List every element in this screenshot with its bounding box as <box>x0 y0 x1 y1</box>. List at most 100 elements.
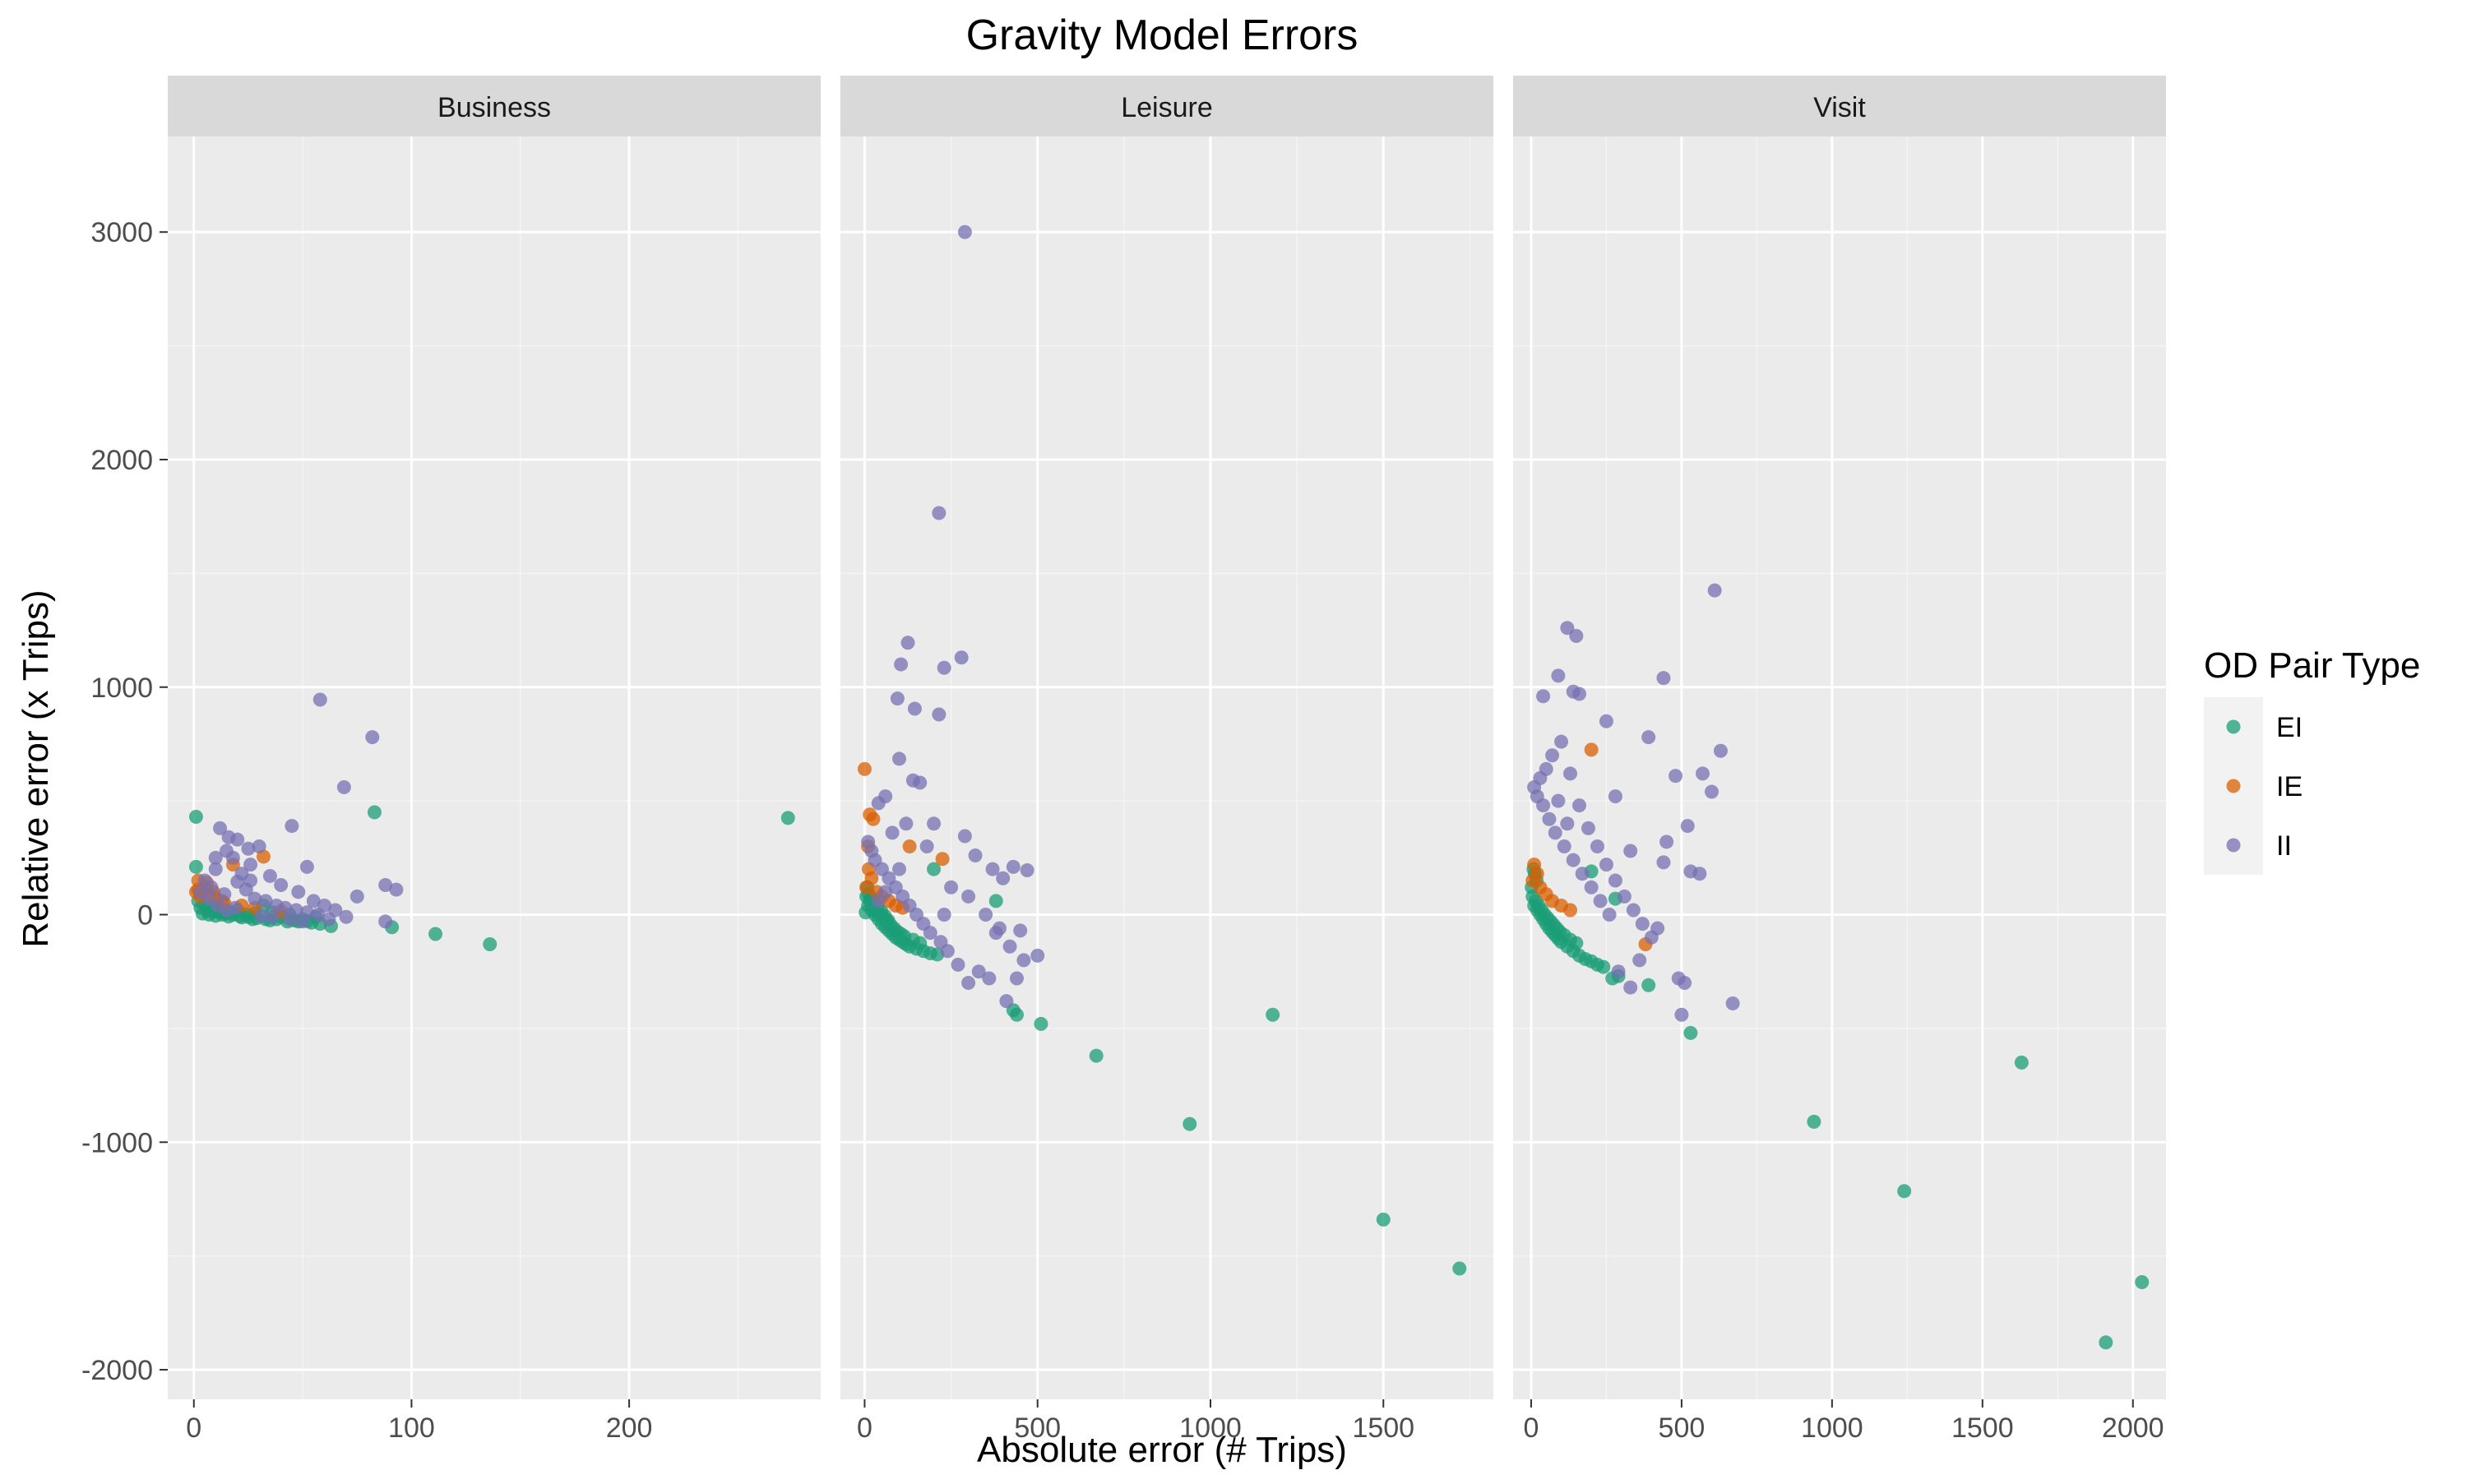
point-ii <box>1551 793 1566 808</box>
point-ii <box>1545 748 1560 763</box>
point-ii <box>1656 671 1671 686</box>
y-tick-label: 3000 <box>90 217 153 248</box>
point-ei <box>859 905 873 920</box>
point-ei <box>881 913 896 927</box>
point-ii <box>1602 908 1617 922</box>
point-ii <box>861 834 876 849</box>
point-ii <box>982 971 997 986</box>
point-ii <box>243 858 258 872</box>
point-ii <box>291 885 306 899</box>
point-ii <box>932 707 947 722</box>
point-ii <box>971 964 986 979</box>
point-ei <box>2099 1335 2113 1350</box>
point-ii <box>1608 789 1622 804</box>
x-tick-label: 500 <box>1659 1412 1706 1444</box>
point-ii <box>957 224 972 239</box>
point-ii <box>1560 621 1575 636</box>
point-ii <box>1581 821 1595 835</box>
point-ii <box>1680 819 1695 834</box>
x-tick-label: 1500 <box>1951 1412 2014 1444</box>
point-ii <box>258 894 273 908</box>
point-ii <box>890 691 905 706</box>
point-ii <box>968 848 983 863</box>
legend-key-point <box>2226 719 2241 734</box>
point-ii <box>1569 628 1584 643</box>
legend-label: EI <box>2276 712 2303 743</box>
point-ei <box>913 936 928 950</box>
point-ii <box>1560 816 1575 831</box>
point-ii <box>1623 980 1638 995</box>
point-ii <box>944 880 959 895</box>
panel-background <box>1513 136 2166 1399</box>
facet-strip <box>840 76 1493 136</box>
point-ei <box>1596 959 1611 974</box>
point-ei <box>1034 1016 1048 1031</box>
point-ei <box>988 894 1003 908</box>
data-points <box>857 224 1467 1276</box>
point-ie <box>935 852 950 867</box>
point-ii <box>919 839 934 853</box>
point-ii <box>937 660 951 675</box>
legend-title: OD Pair Type <box>2204 645 2420 686</box>
point-ii <box>1674 1007 1689 1022</box>
chart-title: Gravity Model Errors <box>966 12 1358 59</box>
point-ii <box>378 914 393 929</box>
point-ii <box>208 850 223 865</box>
point-ei <box>428 927 443 941</box>
facet-strip-label: Business <box>437 92 551 123</box>
point-ii <box>254 908 269 923</box>
point-ii <box>891 751 906 766</box>
point-ii <box>985 862 1000 876</box>
point-ii <box>1659 834 1674 849</box>
facet-panels: Business 0 100 200 Leisure 0 500 1000 1500 Visit 0… <box>168 76 2166 1444</box>
point-ii <box>1593 894 1608 908</box>
point-ii <box>1650 921 1665 936</box>
point-ii <box>954 650 969 665</box>
x-tick-label: 1000 <box>1179 1412 1242 1444</box>
x-tick-label: 100 <box>388 1412 435 1444</box>
point-ii <box>871 796 886 811</box>
point-ie <box>1563 903 1578 918</box>
point-ie <box>902 839 917 853</box>
data-points <box>188 692 795 951</box>
x-axis-ticks: 0 500 1000 1500 2000 <box>1523 1399 2164 1444</box>
point-ii <box>217 887 232 902</box>
y-tick-label: -2000 <box>81 1355 153 1386</box>
point-ei <box>188 859 203 874</box>
point-ii <box>894 657 909 672</box>
facet-strip <box>168 76 821 136</box>
x-tick-label: 0 <box>186 1412 201 1444</box>
facet-strip <box>1513 76 2166 136</box>
point-ii <box>1571 687 1586 701</box>
point-ii <box>322 912 336 927</box>
point-ii <box>1557 839 1571 853</box>
point-ii <box>349 889 364 904</box>
point-ii <box>1599 714 1613 728</box>
point-ii <box>1013 923 1028 938</box>
point-ei <box>1683 1025 1698 1040</box>
point-ii <box>1020 863 1034 878</box>
point-ii <box>1632 953 1647 968</box>
point-ii <box>389 882 404 897</box>
x-axis-title: Absolute error (# Trips) <box>977 1430 1347 1470</box>
point-ii <box>961 889 976 904</box>
point-ii <box>1548 825 1562 840</box>
point-ii <box>336 780 351 795</box>
x-axis-ticks: 0 500 1000 1500 <box>857 1399 1414 1444</box>
point-ii <box>1571 798 1586 813</box>
point-ii <box>219 844 234 858</box>
point-ii <box>262 868 277 883</box>
point-ei <box>1452 1261 1467 1276</box>
point-ii <box>1542 811 1557 826</box>
point-ii <box>193 885 208 899</box>
point-ei <box>1897 1184 1912 1199</box>
point-ii <box>899 816 914 831</box>
point-ii <box>1566 853 1581 867</box>
point-ie <box>1525 873 1540 888</box>
point-ii <box>999 994 1014 1009</box>
point-ii <box>1002 939 1017 954</box>
legend-label: IE <box>2276 771 2303 802</box>
x-tick-label: 0 <box>857 1412 872 1444</box>
point-ei <box>927 862 942 876</box>
